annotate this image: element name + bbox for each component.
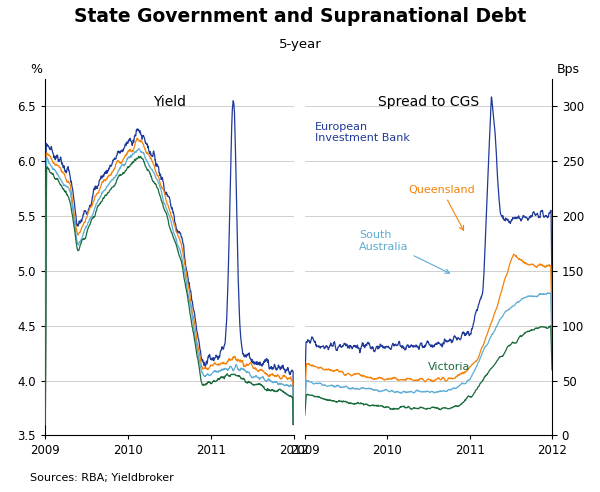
Text: South
Australia: South Australia [359,230,449,273]
Text: Sources: RBA; Yieldbroker: Sources: RBA; Yieldbroker [30,473,174,483]
Text: Spread to CGS: Spread to CGS [378,95,479,109]
Text: Victoria: Victoria [428,362,471,372]
Text: %: % [30,63,42,76]
Text: Yield: Yield [153,95,186,109]
Text: Queensland: Queensland [409,185,475,230]
Text: European
Investment Bank: European Investment Bank [314,122,410,143]
Text: 5-year: 5-year [278,38,322,51]
Text: Bps: Bps [557,63,580,76]
Text: State Government and Supranational Debt: State Government and Supranational Debt [74,7,526,27]
